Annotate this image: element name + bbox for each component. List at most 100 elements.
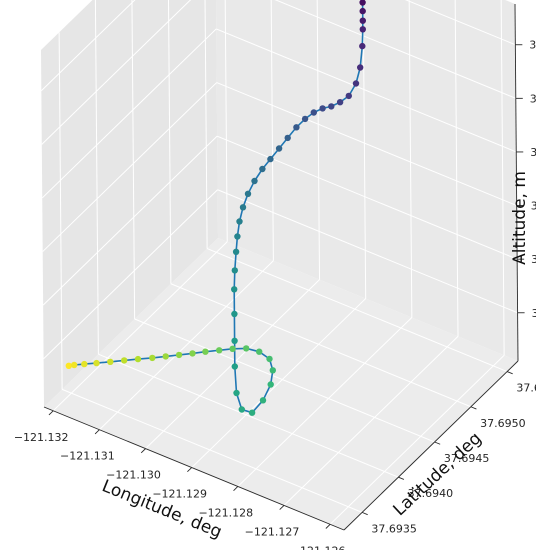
trajectory-point bbox=[310, 109, 317, 116]
trajectory-point bbox=[328, 103, 335, 110]
trajectory-point bbox=[81, 360, 88, 368]
trajectory-point bbox=[266, 355, 273, 363]
z-tick-label: 3200 bbox=[532, 307, 536, 320]
x-tick-label: −121.130 bbox=[106, 469, 161, 482]
grid-lines bbox=[40, 0, 518, 525]
grid-line bbox=[170, 283, 472, 408]
trajectory-point bbox=[202, 348, 209, 355]
grid-line bbox=[408, 0, 413, 318]
grid-line bbox=[145, 279, 320, 449]
trajectory-point bbox=[234, 233, 241, 240]
grid-line bbox=[316, 0, 321, 280]
z-axis-line bbox=[514, 3, 519, 362]
trajectory-point bbox=[359, 42, 366, 50]
trajectory-point bbox=[359, 7, 366, 15]
trajectory-point bbox=[275, 145, 283, 152]
grid-line bbox=[131, 0, 136, 319]
grid-line bbox=[167, 0, 172, 284]
z-tick-label: 3250 bbox=[531, 253, 536, 266]
x-tick-label: −121.131 bbox=[60, 450, 115, 463]
z-tick-label: 3300 bbox=[531, 200, 536, 213]
trajectory-point bbox=[345, 92, 352, 100]
tick-mark bbox=[279, 505, 285, 510]
trajectory-point bbox=[301, 115, 309, 123]
y-axis-line bbox=[343, 360, 519, 531]
grid-line bbox=[216, 135, 518, 260]
trajectory-point bbox=[231, 267, 238, 274]
z-tick-label: 3350 bbox=[530, 146, 536, 159]
grid-line bbox=[94, 0, 99, 355]
tick-mark bbox=[470, 406, 477, 410]
trajectory-point bbox=[231, 363, 238, 370]
trajectory-point bbox=[229, 345, 236, 352]
trajectory-series bbox=[65, 0, 366, 416]
trajectory-point bbox=[336, 99, 344, 106]
x-tick-label: −121.128 bbox=[198, 507, 253, 520]
trajectory-point bbox=[93, 359, 100, 367]
trajectory-point bbox=[243, 345, 250, 352]
trajectory-point bbox=[293, 124, 300, 131]
grid-line bbox=[41, 0, 192, 145]
trajectory-point bbox=[259, 397, 267, 404]
tick-mark bbox=[325, 524, 331, 529]
trajectory-point bbox=[121, 357, 128, 364]
grid-line bbox=[204, 0, 208, 249]
grid-line bbox=[42, 135, 218, 306]
x-tick-label: −121.126 bbox=[291, 544, 346, 550]
y-tick-label: 37.6945 bbox=[444, 452, 490, 465]
trajectory-point bbox=[134, 355, 142, 363]
trajectory-point bbox=[256, 348, 263, 355]
trajectory-point bbox=[238, 406, 245, 413]
grid-line bbox=[216, 82, 517, 207]
tick-mark bbox=[48, 410, 54, 416]
back-pane bbox=[216, 0, 518, 361]
grid-line bbox=[99, 260, 274, 431]
trajectory-point bbox=[244, 190, 252, 197]
grid-line bbox=[216, 28, 517, 153]
grid-line bbox=[191, 298, 367, 468]
grid-line bbox=[274, 0, 516, 99]
x-tick-label: −121.129 bbox=[152, 488, 207, 501]
trajectory-point bbox=[284, 134, 291, 142]
trajectory-point bbox=[231, 310, 238, 318]
z-axis-label: Altitude, m bbox=[510, 171, 530, 265]
grid-line bbox=[42, 82, 218, 252]
trajectory-point bbox=[65, 362, 73, 369]
trajectory-point bbox=[236, 218, 243, 225]
x-axis-line bbox=[43, 406, 345, 531]
trajectory-point bbox=[162, 353, 169, 360]
grid-line bbox=[206, 248, 508, 373]
grid-line bbox=[224, 0, 228, 242]
trajectory-point bbox=[175, 351, 183, 359]
grid-line bbox=[134, 318, 435, 443]
axis-edges bbox=[43, 3, 519, 531]
trajectory-point bbox=[239, 204, 247, 211]
trajectory-point bbox=[216, 347, 223, 354]
trajectory-point bbox=[231, 337, 238, 344]
grid-line bbox=[61, 388, 363, 513]
grid-line bbox=[217, 189, 518, 314]
trajectory-point bbox=[269, 367, 276, 374]
trajectory-point bbox=[259, 165, 266, 173]
trajectory-point bbox=[267, 155, 274, 163]
y-tick-label: 37.6950 bbox=[480, 417, 526, 430]
x-tick-label: −121.127 bbox=[245, 525, 300, 538]
grid-line bbox=[41, 28, 217, 199]
tick-mark bbox=[233, 486, 239, 491]
trajectory-point bbox=[231, 286, 238, 293]
trajectory-point bbox=[232, 248, 240, 255]
grid-line bbox=[43, 189, 218, 360]
x-tick-label: −121.132 bbox=[14, 431, 69, 444]
grid-line bbox=[329, 354, 505, 525]
trajectory-point bbox=[359, 0, 366, 6]
grid-line bbox=[500, 0, 505, 356]
y-tick-label: 37.6955 bbox=[516, 382, 536, 395]
trajectory-point bbox=[352, 80, 360, 87]
tick-labels: −121.132 −121.131 −121.130 −121.129 −121.128… bbox=[14, 39, 536, 550]
grid-line bbox=[270, 0, 274, 261]
trajectory-point bbox=[357, 64, 364, 71]
grid-line bbox=[58, 32, 63, 390]
tick-mark bbox=[361, 511, 368, 516]
trajectory-point bbox=[251, 177, 258, 185]
